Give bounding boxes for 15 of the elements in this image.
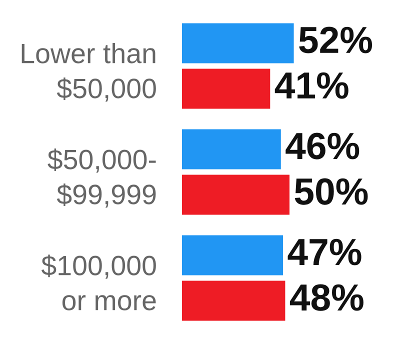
y-tick-label: Lower than $50,000	[22, 42, 156, 102]
bar	[182, 174, 290, 215]
bar	[182, 235, 284, 276]
data-label: 41%	[274, 72, 348, 99]
data-label: 48%	[290, 284, 364, 311]
data-label: 50%	[294, 178, 368, 205]
bar	[182, 129, 281, 170]
bar	[182, 23, 294, 64]
data-label: 52%	[299, 26, 372, 54]
bar	[182, 68, 270, 109]
data-label: 46%	[286, 132, 360, 160]
y-tick-label: $100,000 or more	[41, 254, 156, 310]
y-tick-label: $50,000- $99,999	[48, 148, 156, 208]
bar	[182, 280, 286, 321]
data-label: 47%	[288, 238, 362, 266]
